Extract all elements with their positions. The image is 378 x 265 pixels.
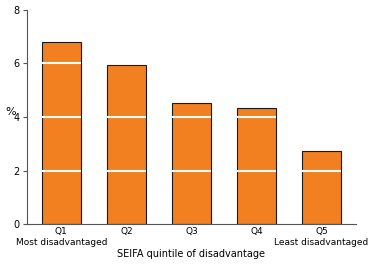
Bar [237,108,276,224]
Bar [172,103,211,224]
Bar [107,65,146,224]
Bar [42,42,81,224]
X-axis label: SEIFA quintile of disadvantage: SEIFA quintile of disadvantage [118,249,265,259]
Y-axis label: %: % [6,107,16,117]
Bar [302,151,341,224]
